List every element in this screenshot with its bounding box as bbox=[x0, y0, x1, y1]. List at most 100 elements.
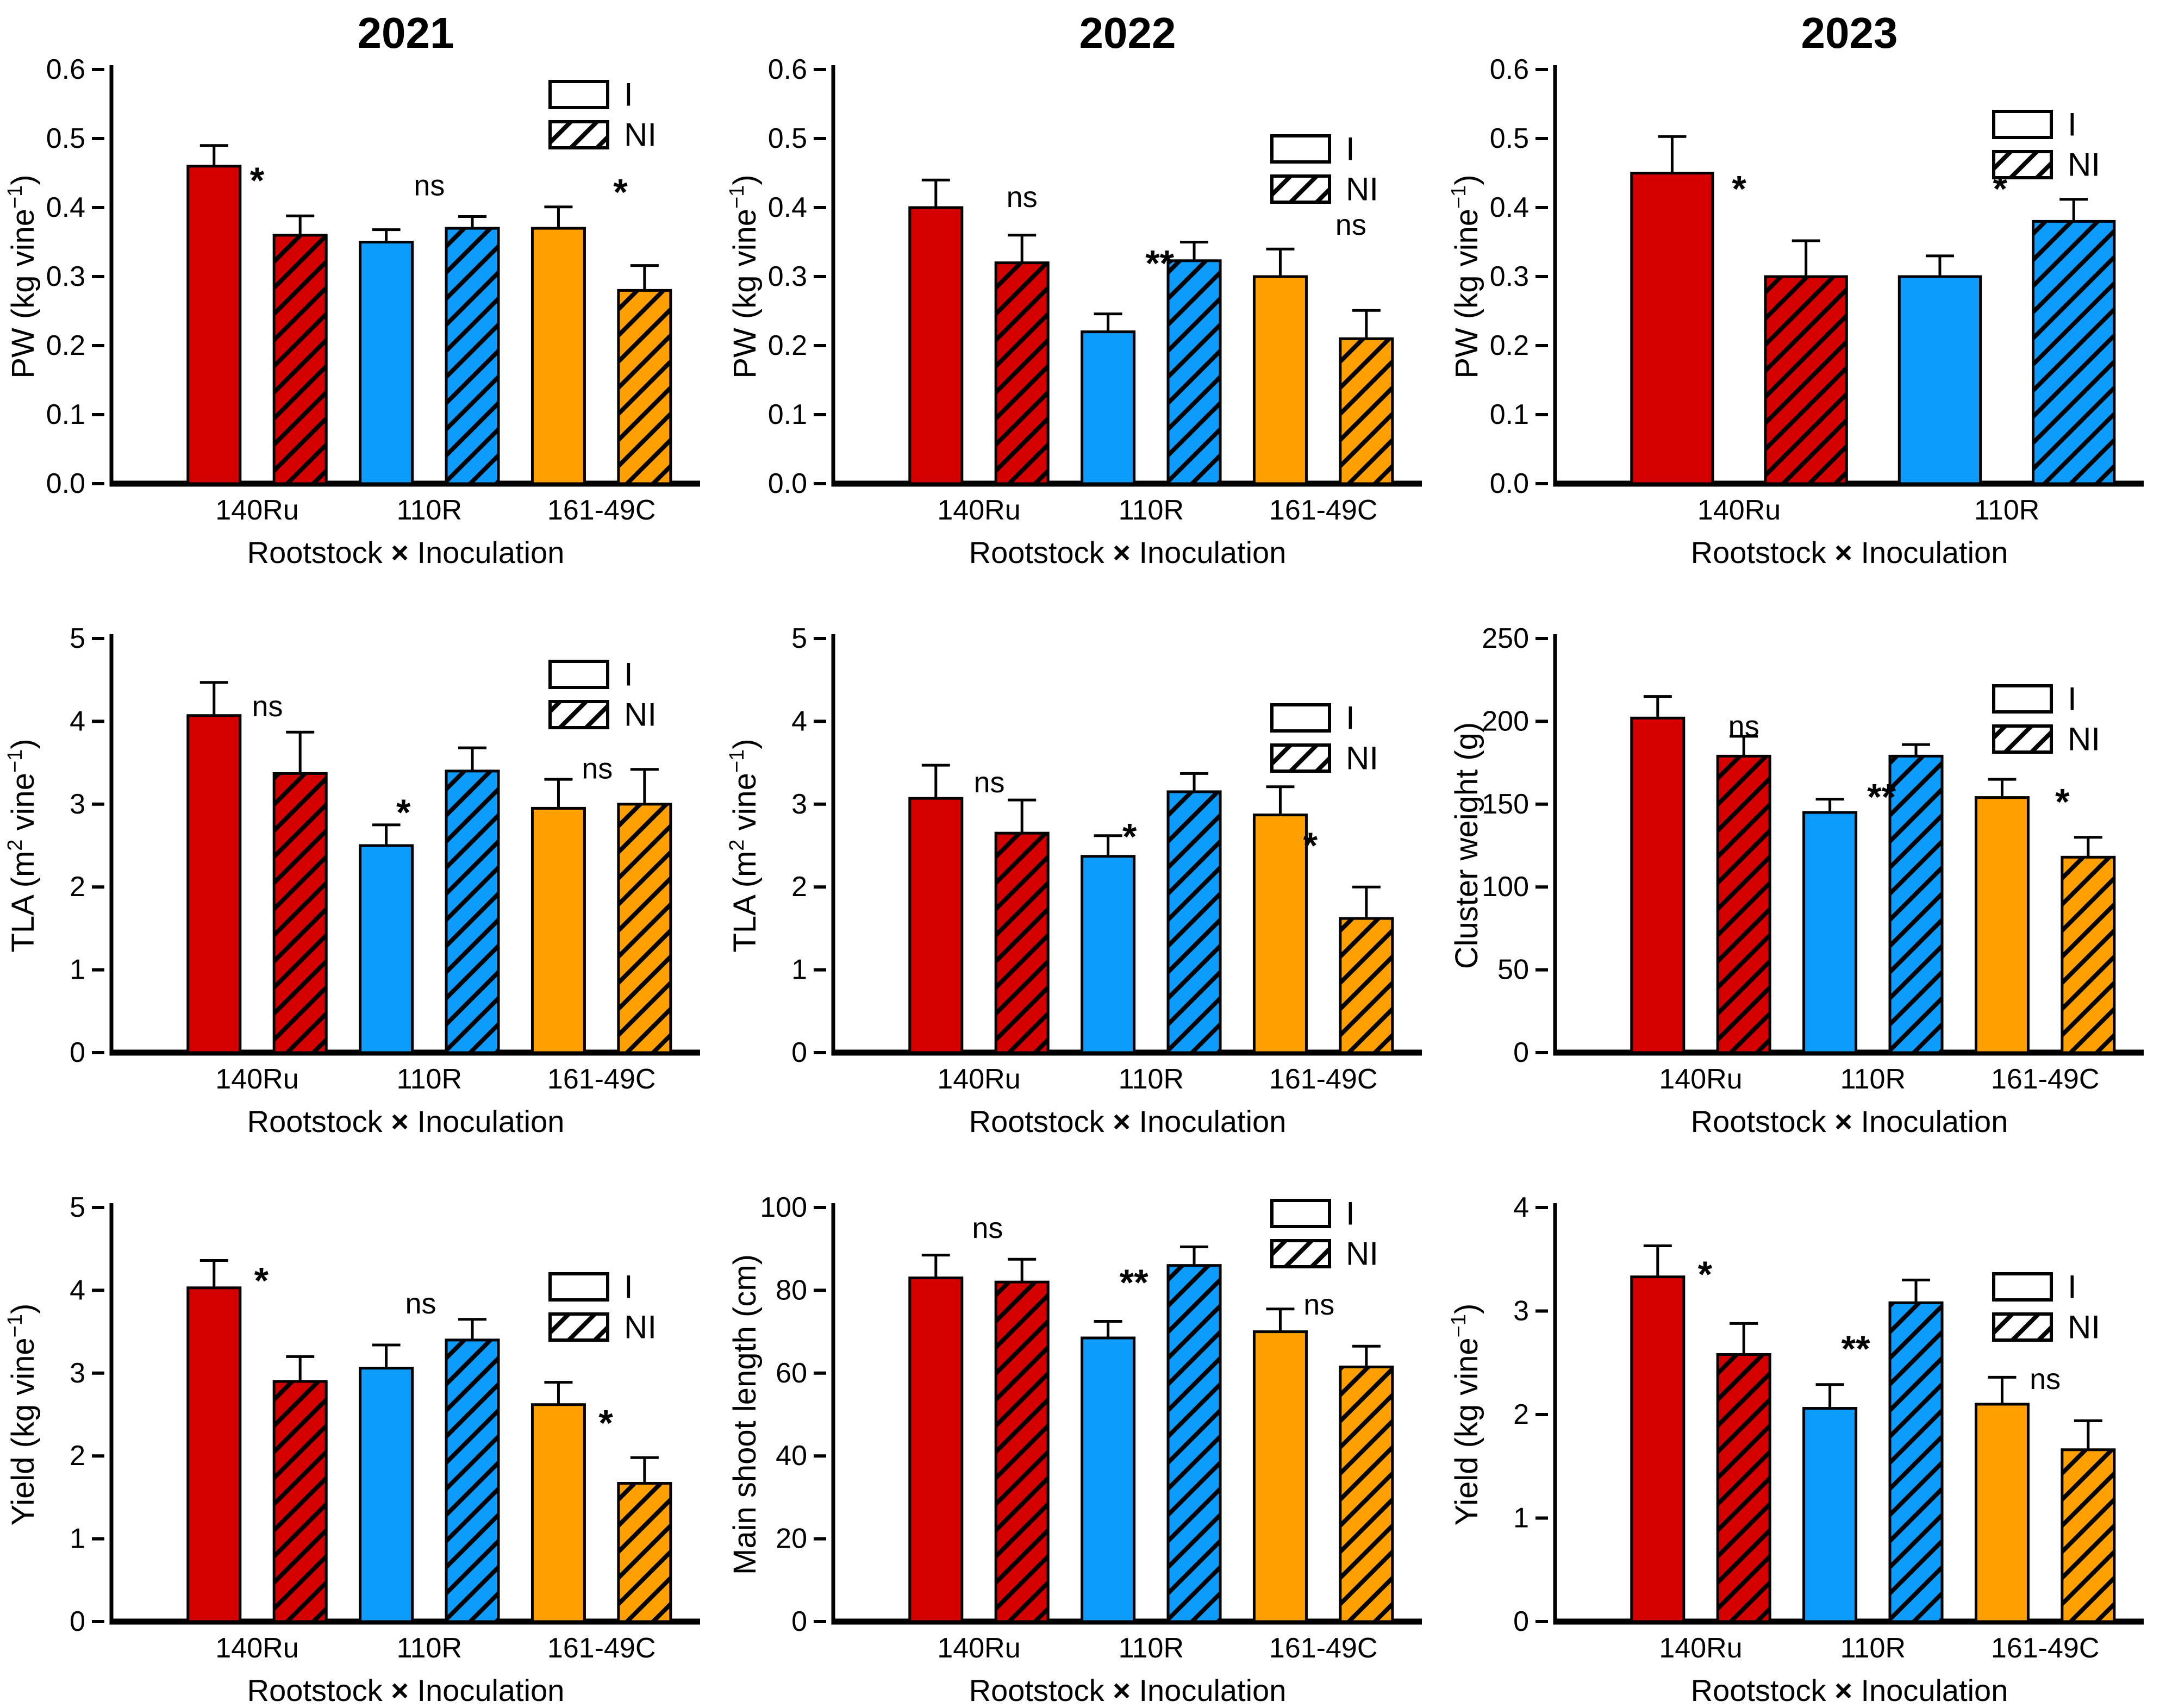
legend-ni-swatch bbox=[1270, 1239, 1331, 1268]
legend-ni-swatch bbox=[1270, 743, 1331, 773]
bar-outline-140Ru-I bbox=[186, 165, 242, 485]
y-tick-label: 2 bbox=[791, 871, 807, 903]
x-group-label: 140Ru bbox=[937, 1632, 1020, 1664]
legend-ni-label: NI bbox=[1346, 1236, 1378, 1272]
legend-i-label: I bbox=[624, 656, 633, 693]
y-tick-label: 0.6 bbox=[1490, 54, 1529, 85]
y-tick-label: 50 bbox=[1497, 954, 1529, 986]
y-tick-label: 4 bbox=[70, 1274, 85, 1306]
bar-110R-I bbox=[1082, 856, 1134, 1053]
bar-outline-140Ru-I bbox=[908, 1277, 964, 1623]
bar-hatch-110R-NI bbox=[1168, 1265, 1221, 1622]
legend-ni-swatch-hatch bbox=[1994, 726, 2051, 752]
bar-outline-140Ru-I bbox=[908, 206, 964, 485]
bar-140Ru-I bbox=[909, 1278, 962, 1622]
y-tick-label: 0.3 bbox=[768, 261, 807, 292]
bar-outline-161-49C-I bbox=[1252, 814, 1308, 1054]
bar-140Ru-I bbox=[188, 166, 240, 484]
y-tick-label: 0.0 bbox=[46, 468, 85, 499]
bar-hatch-140Ru-NI bbox=[274, 773, 327, 1053]
significance-label: ns bbox=[972, 1212, 1003, 1244]
x-group-label: 161-49C bbox=[1269, 1632, 1377, 1664]
x-group-label: 140Ru bbox=[1659, 1063, 1742, 1095]
legend-ni-swatch-hatch bbox=[1272, 176, 1329, 202]
legend-ni-swatch-hatch bbox=[550, 122, 608, 148]
y-tick-label: 5 bbox=[70, 1192, 85, 1223]
y-tick-label: 0.1 bbox=[1490, 399, 1529, 430]
legend-ni-swatch bbox=[1992, 150, 2053, 179]
bar-hatch-161-49C-NI bbox=[1340, 918, 1393, 1053]
significance-label: * bbox=[1122, 816, 1137, 857]
legend: I NI bbox=[1992, 681, 2100, 758]
y-tick-label: 150 bbox=[1482, 789, 1529, 820]
panel-pw-2021: 2021 0.0 0.1 0.2 0.3 0.4 0.5 0.6 PW (kg vine−1) 1… bbox=[0, 0, 722, 569]
bar-110R-I bbox=[360, 846, 413, 1053]
legend-i-label: I bbox=[624, 77, 633, 113]
y-tick-label: 0 bbox=[70, 1037, 85, 1068]
y-tick-label: 3 bbox=[70, 1357, 85, 1389]
bar-hatch-140Ru-NI bbox=[996, 262, 1048, 484]
bar-outline-110R-NI bbox=[445, 769, 500, 1054]
bar-outline-140Ru-I bbox=[1630, 716, 1686, 1054]
significance-label: ns bbox=[1303, 1288, 1334, 1321]
x-group-label: 140Ru bbox=[215, 1063, 298, 1095]
legend-ni-swatch bbox=[1992, 724, 2053, 754]
bar-outline-140Ru-NI bbox=[994, 261, 1050, 485]
significance-label: ns bbox=[1007, 181, 1038, 214]
legend-ni-label: NI bbox=[624, 1309, 657, 1346]
y-tick-label: 1 bbox=[70, 954, 85, 986]
bar-outline-161-49C-I bbox=[530, 1403, 586, 1623]
legend-i-label: I bbox=[1346, 131, 1355, 167]
legend-ni-swatch-hatch bbox=[1994, 1314, 2051, 1340]
significance-label: ** bbox=[1120, 1262, 1148, 1303]
significance-label: * bbox=[254, 1260, 269, 1301]
bar-outline-140Ru-I bbox=[186, 714, 242, 1054]
legend-i-swatch bbox=[1992, 1272, 2053, 1302]
legend-ni-swatch-hatch bbox=[1994, 152, 2051, 178]
bar-outline-110R-I bbox=[359, 241, 414, 485]
y-tick-label: 0.1 bbox=[768, 399, 807, 430]
legend: I NI bbox=[1270, 700, 1378, 777]
x-axis-label: Rootstock × Inoculation bbox=[969, 1673, 1287, 1707]
x-axis-label: Rootstock × Inoculation bbox=[1691, 535, 2008, 569]
y-axis-label: PW (kg vine−1) bbox=[726, 174, 763, 378]
x-group-label: 161-49C bbox=[1269, 1063, 1377, 1095]
x-axis-label: Rootstock × Inoculation bbox=[969, 1104, 1287, 1138]
y-tick-label: 0.5 bbox=[768, 123, 807, 154]
x-axis-label: Rootstock × Inoculation bbox=[247, 1673, 565, 1707]
chart-tla-2021: 0 1 2 3 4 5 TLA (m2 vine−1) 140Ru 110R 161-49C Roo… bbox=[4, 623, 700, 1138]
y-axis-label: Cluster weight (g) bbox=[1449, 722, 1484, 969]
significance-label: ns bbox=[1728, 710, 1759, 743]
x-group-label: 161-49C bbox=[547, 495, 656, 526]
bar-140Ru-I bbox=[909, 208, 962, 484]
bar-110R-I bbox=[1803, 812, 1856, 1053]
significance-label: ns bbox=[582, 752, 613, 785]
legend-ni-swatch bbox=[548, 1312, 609, 1342]
bar-hatch-161-49C-NI bbox=[618, 804, 671, 1053]
x-group-label: 161-49C bbox=[1991, 1632, 2099, 1664]
chart-yield-2021: 0 1 2 3 4 5 Yield (kg vine−1) 140Ru 110R 161-49C R… bbox=[4, 1192, 700, 1707]
legend-ni-swatch bbox=[548, 700, 609, 729]
bar-hatch-161-49C-NI bbox=[618, 1483, 671, 1622]
significance-label: * bbox=[613, 172, 628, 213]
bar-outline-140Ru-I bbox=[1630, 1275, 1686, 1623]
x-group-label: 161-49C bbox=[547, 1632, 656, 1664]
legend: I NI bbox=[1270, 1196, 1378, 1272]
y-axis-label: TLA (m2 vine−1) bbox=[726, 739, 763, 952]
bar-140Ru-I bbox=[1631, 718, 1684, 1053]
x-group-label: 140Ru bbox=[1697, 495, 1781, 526]
y-tick-label: 0.4 bbox=[1490, 192, 1529, 223]
panel-yield-2021: 0 1 2 3 4 5 Yield (kg vine−1) 140Ru 110R 161-49C R… bbox=[0, 1138, 722, 1707]
x-group-label: 110R bbox=[397, 1063, 462, 1095]
y-tick-label: 80 bbox=[776, 1274, 807, 1306]
bar-outline-110R-I bbox=[1802, 1407, 1858, 1623]
y-tick-label: 0 bbox=[791, 1606, 807, 1637]
bar-outline-140Ru-NI bbox=[994, 1280, 1050, 1623]
panel-title: 2023 bbox=[1801, 9, 1898, 57]
y-tick-label: 40 bbox=[776, 1440, 807, 1472]
bar-outline-110R-NI bbox=[1166, 259, 1222, 485]
x-group-label: 110R bbox=[1974, 495, 2039, 526]
legend-i-swatch bbox=[548, 1272, 609, 1302]
bar-140Ru-I bbox=[909, 798, 962, 1053]
bar-110R-I bbox=[1082, 1338, 1134, 1622]
